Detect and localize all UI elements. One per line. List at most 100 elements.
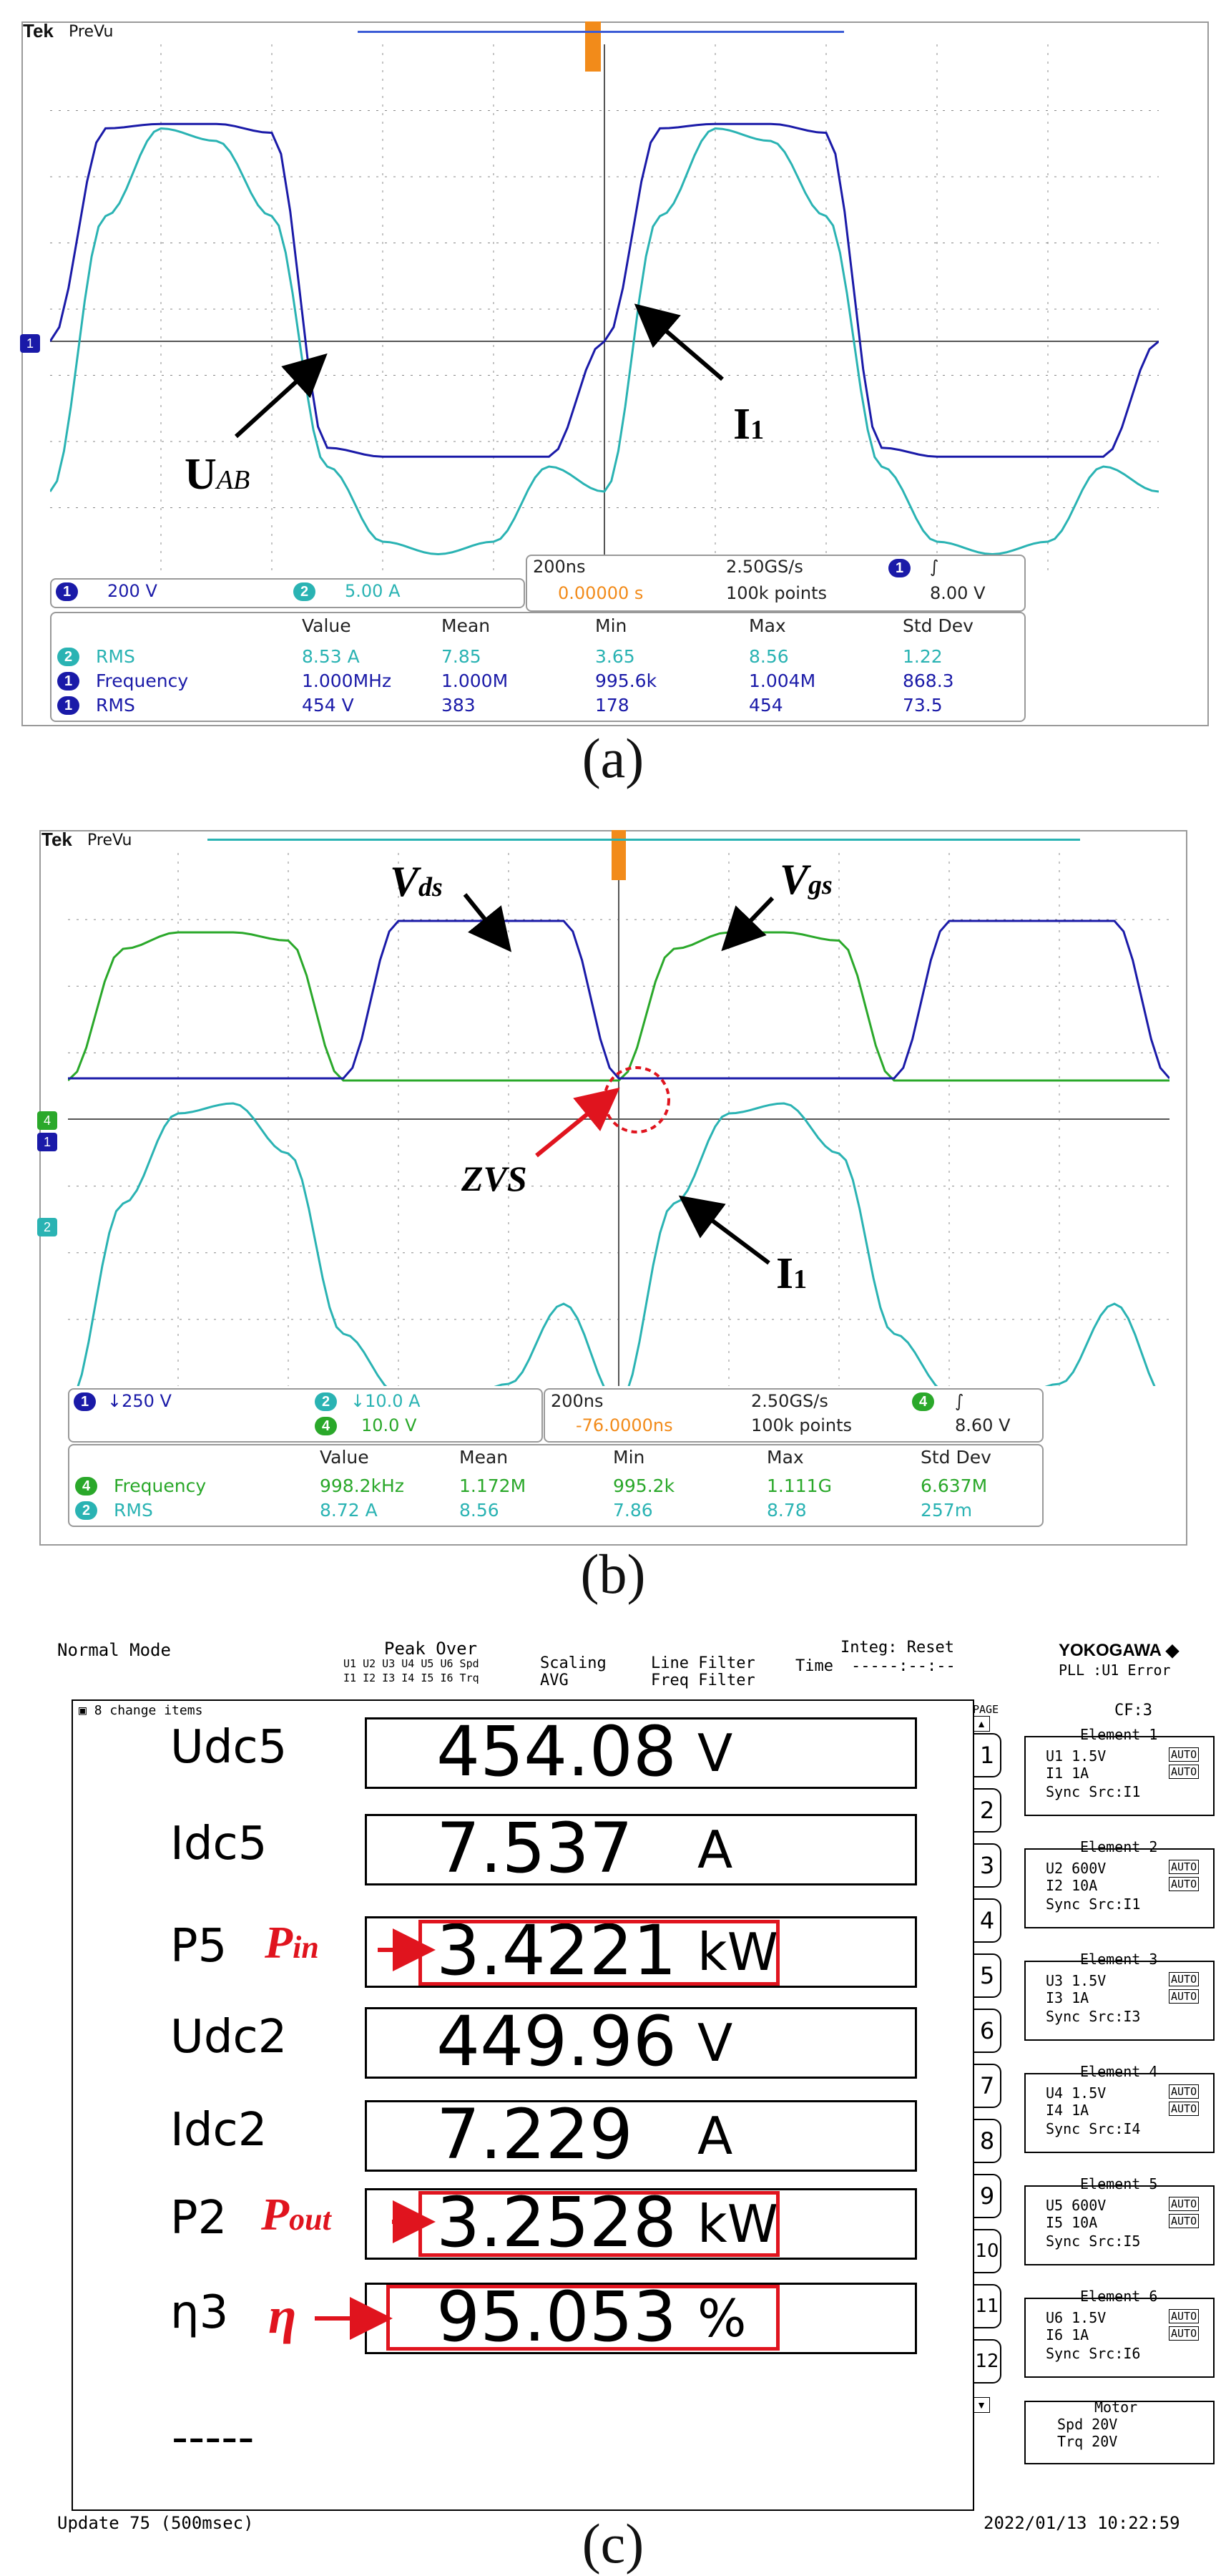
auto-range-badge: AUTO (1169, 1972, 1200, 1986)
label-i1-b-sub: 1 (793, 1264, 808, 1294)
page-button[interactable]: 1 (973, 1733, 1001, 1777)
meas-channel-badge: 2 (57, 648, 80, 666)
yoko-row-unit: kW (697, 2194, 778, 2254)
yoko-cf: CF:3 (1114, 1702, 1152, 1719)
yoko-row-value: 95.053 (436, 2277, 677, 2357)
page-button[interactable]: 2 (973, 1788, 1001, 1833)
page-button[interactable]: 11 (973, 2284, 1001, 2328)
eta-highlight (386, 2285, 780, 2351)
element-setting: Sync Src:I6 (1046, 2345, 1141, 2362)
scope-a-timebase-box (526, 555, 1026, 612)
ch1-badge-b: 1 (74, 1392, 97, 1411)
element-box (1024, 2073, 1215, 2153)
auto-range-badge: AUTO (1169, 2214, 1200, 2228)
yoko-row-unit: V (697, 2013, 733, 2073)
scope-b-trigger-level: 8.60 V (955, 1415, 1011, 1435)
auto-range-badge: AUTO (1169, 2197, 1200, 2211)
label-i1-b-main: I (776, 1249, 794, 1298)
meas-value: 73.5 (903, 695, 943, 716)
element-setting: I2 10A (1046, 1877, 1098, 1894)
page-button[interactable]: 9 (973, 2174, 1001, 2218)
yoko-page-label: PAGE (973, 1703, 999, 1716)
element-box (1024, 1848, 1215, 1928)
meas-value: 8.53 A (302, 646, 360, 667)
scope-a-mode: PreVu (69, 23, 114, 41)
label-i1-b: I1 (776, 1249, 807, 1299)
meas-value: 6.637M (921, 1475, 988, 1496)
scope-b-i1-trace (77, 1102, 1156, 1386)
yoko-red-arrows (315, 1928, 436, 2340)
element-setting: U1 1.5V (1046, 1747, 1107, 1765)
element-setting: U5 600V (1046, 2197, 1107, 2214)
scope-b-ch1-scale: ↓250 V (107, 1391, 172, 1411)
page-button[interactable]: 7 (973, 2064, 1001, 2108)
label-vgs: Vgs (780, 855, 833, 904)
panel-b: Tek PreVu 4 1 2 Vds Vgs ZVS I1 1 ↓250 V … (0, 816, 1226, 1605)
yoko-row-value: 3.2528 (436, 2182, 677, 2263)
trigger-edge-icon: ∫ (930, 557, 939, 577)
element-setting: U3 1.5V (1046, 1972, 1107, 1989)
page-button[interactable]: 6 (973, 2009, 1001, 2053)
yoko-row-value: 449.96 (436, 2001, 677, 2082)
trigger-ch1-badge: 1 (888, 559, 911, 577)
meas-header: Mean (441, 615, 491, 636)
element-title: Element 3 (1080, 1951, 1158, 1968)
meas-channel-badge: 1 (57, 672, 80, 691)
scope-a-trigger-level: 8.00 V (930, 583, 986, 603)
scope-b-channel-box (68, 1388, 543, 1443)
label-uab-main: U (185, 450, 217, 499)
element-box (1024, 2298, 1215, 2378)
scope-a-arrows (234, 303, 724, 439)
element-title: Element 4 (1080, 2063, 1158, 2080)
meas-value: 8.56 (459, 1500, 499, 1521)
yoko-value-box (365, 1717, 917, 1789)
scope-a-record-bar (358, 31, 844, 33)
yoko-update: Update 75 (500msec) (57, 2513, 254, 2533)
meas-header: Value (302, 615, 351, 636)
yoko-items-header-text: 8 change items (94, 1703, 203, 1718)
motor-box (1024, 2401, 1215, 2464)
auto-range-badge: AUTO (1169, 1765, 1200, 1779)
meas-value: 998.2kHz (320, 1475, 404, 1496)
scope-b-vgs-trace (68, 931, 1169, 1082)
meas-channel-badge: 2 (75, 1501, 98, 1520)
yoko-dashes: ----- (172, 2411, 255, 2464)
meas-value: 257m (921, 1500, 973, 1521)
scope-b-mode: PreVu (87, 831, 132, 849)
page-button[interactable]: 5 (973, 1953, 1001, 1998)
yoko-value-box (365, 2283, 917, 2354)
yoko-value-box (365, 1814, 917, 1885)
page-down-icon[interactable]: ▼ (973, 2397, 990, 2413)
ch1-ground-marker-b-icon: 1 (37, 1133, 57, 1151)
meas-header: Std Dev (903, 615, 974, 636)
yoko-row-label: P2 (170, 2192, 227, 2245)
meas-header: Mean (459, 1447, 509, 1468)
yoko-row-label: η3 (170, 2286, 229, 2339)
label-vds-main: V (390, 858, 419, 905)
element-setting: I5 10A (1046, 2214, 1098, 2231)
page-button[interactable]: 12 (973, 2339, 1001, 2384)
yoko-row-unit: kW (697, 1922, 778, 1982)
label-i1-a: I1 (733, 399, 764, 450)
yoko-value-box (365, 2007, 917, 2079)
scope-a-brand: Tek (23, 20, 54, 42)
scope-b-ch2-scale: ↓10.0 A (350, 1391, 421, 1411)
label-uab-sub: AB (216, 465, 250, 495)
page-up-icon[interactable]: ▲ (973, 1716, 990, 1732)
scope-a-record: 100k points (726, 583, 828, 603)
meas-value: 7.86 (613, 1500, 653, 1521)
page-button[interactable]: 10 (973, 2229, 1001, 2273)
label-vgs-sub: gs (808, 870, 833, 900)
meas-value: 868.3 (903, 670, 954, 691)
auto-range-badge: AUTO (1169, 2326, 1200, 2341)
motor-spd: Spd 20V (1057, 2416, 1118, 2433)
page-button[interactable]: 4 (973, 1898, 1001, 1943)
meas-value: 995.6k (595, 670, 657, 691)
page-button[interactable]: 3 (973, 1843, 1001, 1888)
auto-range-badge: AUTO (1169, 2309, 1200, 2323)
yoko-row-unit: V (697, 1723, 733, 1783)
meas-channel-badge: 1 (57, 696, 80, 715)
page-button[interactable]: 8 (973, 2119, 1001, 2163)
motor-trq: Trq 20V (1057, 2433, 1118, 2450)
meas-value: 3.65 (595, 646, 635, 667)
